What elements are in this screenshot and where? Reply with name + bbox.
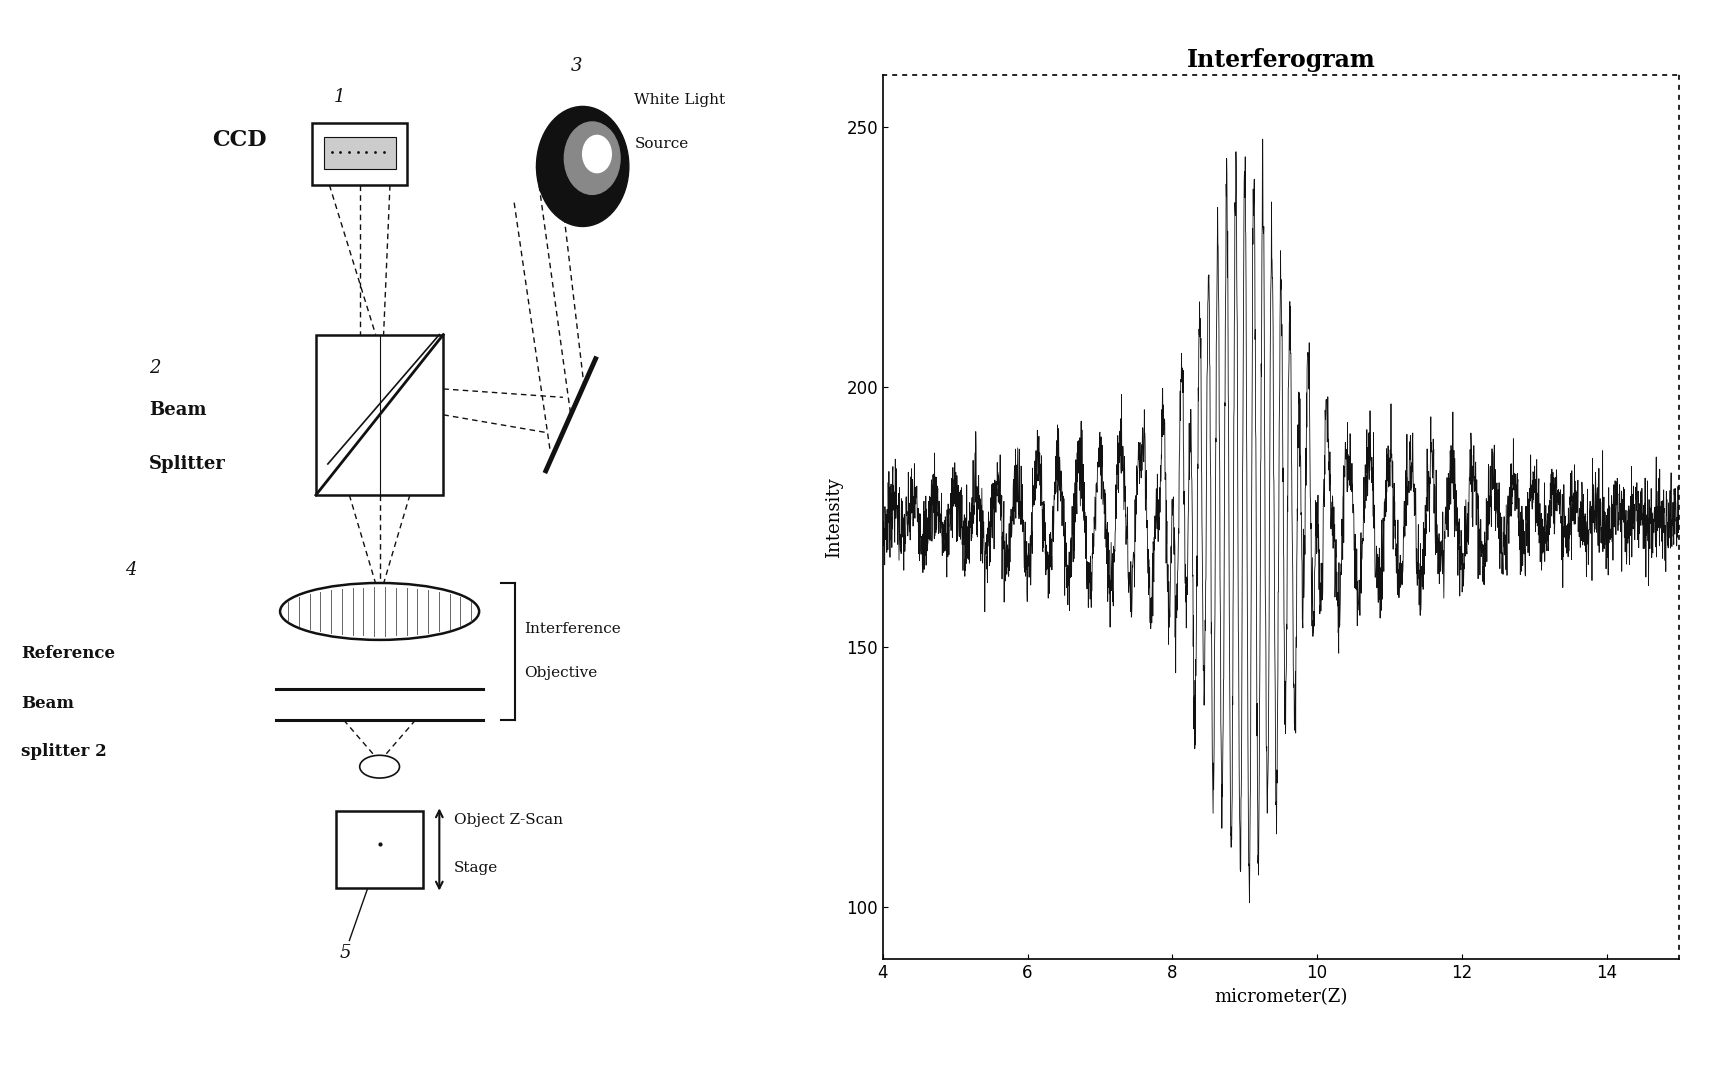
- Circle shape: [583, 136, 611, 172]
- Bar: [317, 334, 443, 495]
- Circle shape: [564, 122, 619, 194]
- Text: Beam: Beam: [21, 694, 74, 711]
- Text: White Light: White Light: [633, 94, 725, 108]
- Text: Interference: Interference: [524, 622, 621, 636]
- Ellipse shape: [280, 583, 479, 640]
- Text: Beam: Beam: [149, 401, 206, 419]
- Bar: [336, 811, 424, 888]
- Y-axis label: Intensity: Intensity: [825, 478, 843, 557]
- Ellipse shape: [360, 756, 400, 778]
- Text: 5: 5: [339, 944, 351, 963]
- Bar: [324, 138, 396, 168]
- Text: 1: 1: [334, 88, 346, 107]
- Text: 2: 2: [149, 359, 161, 377]
- Text: Objective: Objective: [524, 666, 597, 680]
- Text: Stage: Stage: [453, 861, 498, 875]
- Text: Splitter: Splitter: [149, 455, 225, 472]
- Text: Source: Source: [633, 137, 689, 151]
- Bar: [311, 123, 407, 185]
- X-axis label: micrometer(Z): micrometer(Z): [1213, 987, 1348, 1006]
- Text: 3: 3: [571, 57, 581, 75]
- Text: splitter 2: splitter 2: [21, 744, 107, 760]
- Text: 4: 4: [125, 562, 137, 579]
- Circle shape: [536, 107, 628, 226]
- Text: Object Z-Scan: Object Z-Scan: [453, 813, 562, 827]
- Title: Interferogram: Interferogram: [1185, 49, 1375, 72]
- Text: CCD: CCD: [213, 128, 266, 151]
- Text: Reference: Reference: [21, 645, 116, 662]
